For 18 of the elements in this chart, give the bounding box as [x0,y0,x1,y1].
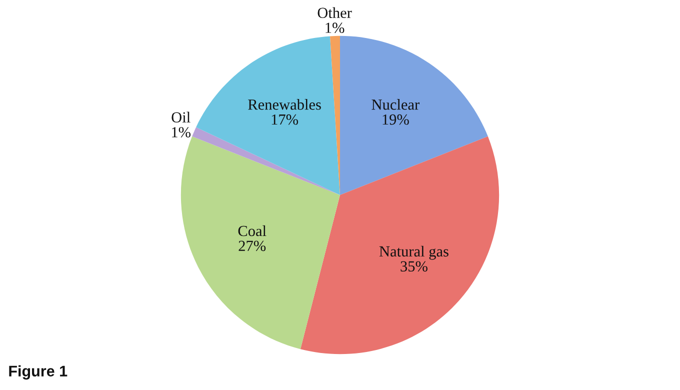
pie-slice [180,136,340,350]
data-label: 1% [326,22,344,34]
caption: Figure 1 [9,365,68,380]
slice-label: Natural gas [379,246,448,260]
slice-label: Coal [238,225,266,236]
data-label: 17% [272,114,298,125]
slice-label: Nuclear [372,99,420,110]
pie-slice [192,127,340,195]
data-label: 35% [400,261,428,272]
pie-slice [300,136,500,354]
data-label: 27% [238,240,266,252]
slice-label: Renewables [248,99,321,110]
pie-slice [196,36,340,195]
data-label: 19% [382,114,409,125]
pie-slice [340,36,488,195]
slice-label: Oil [172,112,190,122]
data-label: 1% [172,127,191,138]
slice-label: Other [318,7,352,18]
